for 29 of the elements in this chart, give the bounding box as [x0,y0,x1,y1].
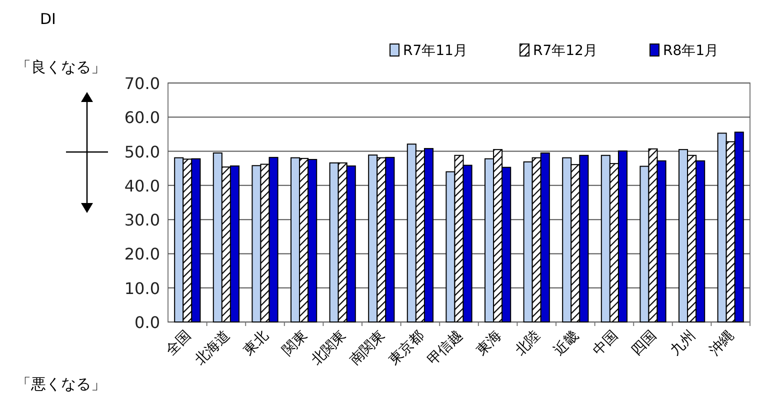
x-tick-label: 東海 [474,328,505,359]
legend-label: R7年11月 [403,43,468,59]
x-tick-label: 全国 [163,328,194,359]
legend-label: R8年1月 [663,43,719,59]
x-tick-label: 東北 [240,328,272,359]
y-tick-label: 70.0 [124,74,160,93]
text: 「悪くなる」 [16,375,106,393]
y-tick-label: 30.0 [124,210,160,230]
x-tick-label: 近畿 [551,328,582,359]
x-tick-label: 甲信越 [424,328,466,369]
y-tick-label: 0.0 [134,313,160,332]
x-tick-label: 北陸 [512,328,544,359]
y-tick-label: 50.0 [124,142,160,162]
x-tick-label: 北海道 [192,328,234,369]
x-tick-label: 関東 [280,328,311,359]
x-tick-label: 四国 [628,328,660,359]
y-tick-label: 10.0 [124,278,160,298]
x-tick-label: 九州 [668,328,699,359]
x-tick-label: 中国 [590,328,622,359]
x-tick-label: 沖縄 [706,328,738,359]
legend-label: R7年12月 [533,43,598,59]
y-tick-label: 20.0 [124,244,160,264]
text: 「良くなる」 [16,58,106,76]
x-tick-label: 北関東 [308,328,350,369]
y-tick-label: 40.0 [124,176,160,196]
text: DI [40,10,56,28]
x-tick-label: 東京都 [386,328,428,369]
y-tick-label: 60.0 [124,108,160,128]
x-tick-label: 南関東 [347,328,388,369]
